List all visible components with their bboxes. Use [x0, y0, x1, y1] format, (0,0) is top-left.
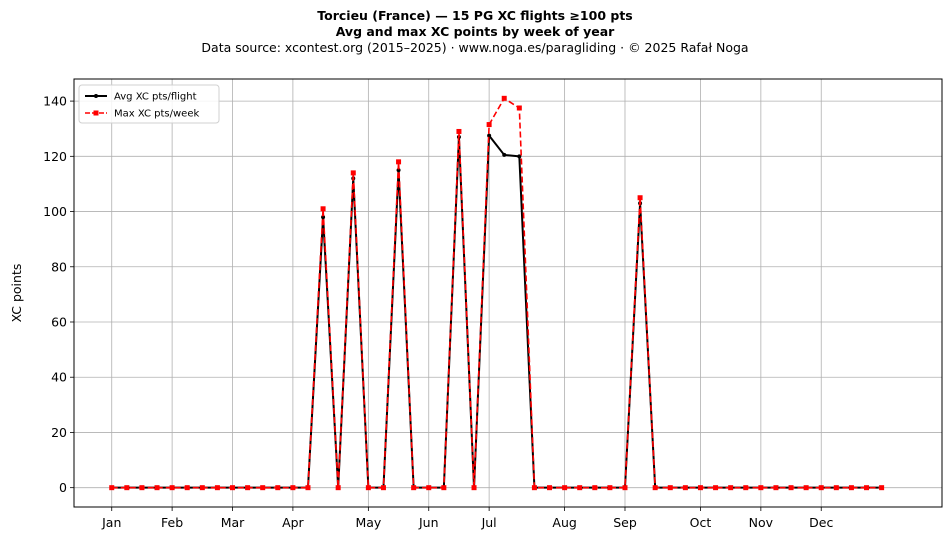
data-point-max — [713, 485, 719, 491]
series — [109, 95, 885, 491]
data-point-max — [245, 485, 251, 491]
data-point-max — [380, 485, 386, 491]
data-point-max — [335, 485, 341, 491]
data-point-max — [486, 122, 492, 128]
data-point-max — [305, 485, 311, 491]
legend: Avg XC pts/flight Max XC pts/week — [78, 84, 220, 124]
data-point-max — [199, 485, 205, 491]
series-line-avg — [111, 134, 882, 489]
legend-label: Max XC pts/week — [114, 109, 199, 120]
data-point-max — [758, 485, 764, 491]
x-tick-label: Apr — [282, 515, 304, 530]
data-point-max — [290, 485, 296, 491]
data-point-max — [667, 485, 673, 491]
data-point-max — [320, 206, 326, 212]
data-point-max — [169, 485, 175, 491]
plot-frame — [73, 78, 943, 508]
data-point-max — [441, 485, 447, 491]
x-tick-label: Dec — [809, 515, 833, 530]
y-tick-label: 80 — [51, 259, 67, 274]
data-point-max — [833, 485, 839, 491]
x-tick-label: Jun — [418, 515, 439, 530]
x-tick-label: Mar — [221, 515, 245, 530]
chart-title-block: Torcieu (France) — 15 PG XC flights ≥100… — [0, 8, 950, 56]
data-point-max — [516, 105, 522, 111]
data-point-max — [471, 485, 477, 491]
chart-title: Torcieu (France) — 15 PG XC flights ≥100… — [317, 8, 633, 23]
data-point-max — [396, 159, 402, 165]
data-point-max — [682, 485, 688, 491]
y-axis-label: XC points — [9, 264, 24, 323]
y-tick-label: 20 — [51, 425, 67, 440]
x-tick-label: Jan — [101, 515, 121, 530]
y-tick-label: 120 — [43, 149, 67, 164]
data-point-max — [652, 485, 658, 491]
data-point-max — [531, 485, 537, 491]
data-point-max — [350, 170, 356, 176]
data-point-max — [139, 485, 145, 491]
data-point-avg — [517, 154, 522, 159]
data-point-max — [562, 485, 568, 491]
data-point-max — [592, 485, 598, 491]
x-tick-label: Nov — [749, 515, 774, 530]
data-point-max — [818, 485, 824, 491]
data-point-max — [547, 485, 553, 491]
legend-box — [78, 84, 220, 124]
data-point-max — [788, 485, 794, 491]
y-tick-label: 100 — [43, 204, 67, 219]
y-tick-label: 140 — [43, 94, 67, 109]
data-point-max — [607, 485, 613, 491]
series-line-max — [111, 97, 882, 489]
data-point-max — [773, 485, 779, 491]
y-tick-label: 40 — [51, 370, 67, 385]
data-point-max — [184, 485, 190, 491]
data-point-max — [124, 485, 130, 491]
data-point-max — [848, 485, 854, 491]
legend-swatch-marker — [94, 94, 98, 98]
data-point-max — [411, 485, 417, 491]
data-point-max — [637, 195, 643, 201]
data-point-max — [728, 485, 734, 491]
data-point-max — [501, 95, 507, 101]
x-tick-label: May — [355, 515, 381, 530]
grid — [74, 79, 942, 507]
data-point-max — [260, 485, 266, 491]
data-point-max — [214, 485, 220, 491]
data-point-max — [109, 485, 115, 491]
chart-source: Data source: xcontest.org (2015–2025) · … — [201, 40, 749, 55]
data-point-avg — [502, 152, 507, 157]
data-point-max — [622, 485, 628, 491]
axes: 0 20 40 60 80 100 120 140 Jan Feb Mar Apr May Jun Jul A… — [43, 94, 833, 530]
data-point-avg — [487, 133, 492, 138]
data-point-max — [275, 485, 281, 491]
x-tick-label: Feb — [161, 515, 183, 530]
x-tick-label: Oct — [690, 515, 712, 530]
data-point-max — [743, 485, 749, 491]
legend-label: Avg XC pts/flight — [114, 92, 197, 103]
x-tick-label: Jul — [481, 515, 497, 530]
chart-subtitle: Avg and max XC points by week of year — [335, 24, 615, 39]
data-point-max — [365, 485, 371, 491]
data-point-max — [154, 485, 160, 491]
y-tick-label: 0 — [59, 480, 67, 495]
data-point-max — [230, 485, 236, 491]
legend-swatch-marker — [93, 110, 99, 116]
data-point-max — [864, 485, 870, 491]
data-point-max — [879, 485, 885, 491]
data-point-max — [697, 485, 703, 491]
y-tick-label: 60 — [51, 314, 67, 329]
x-tick-label: Aug — [552, 515, 576, 530]
data-point-max — [456, 128, 462, 134]
data-point-max — [426, 485, 432, 491]
data-point-max — [577, 485, 583, 491]
x-tick-label: Sep — [613, 515, 637, 530]
data-point-max — [803, 485, 809, 491]
